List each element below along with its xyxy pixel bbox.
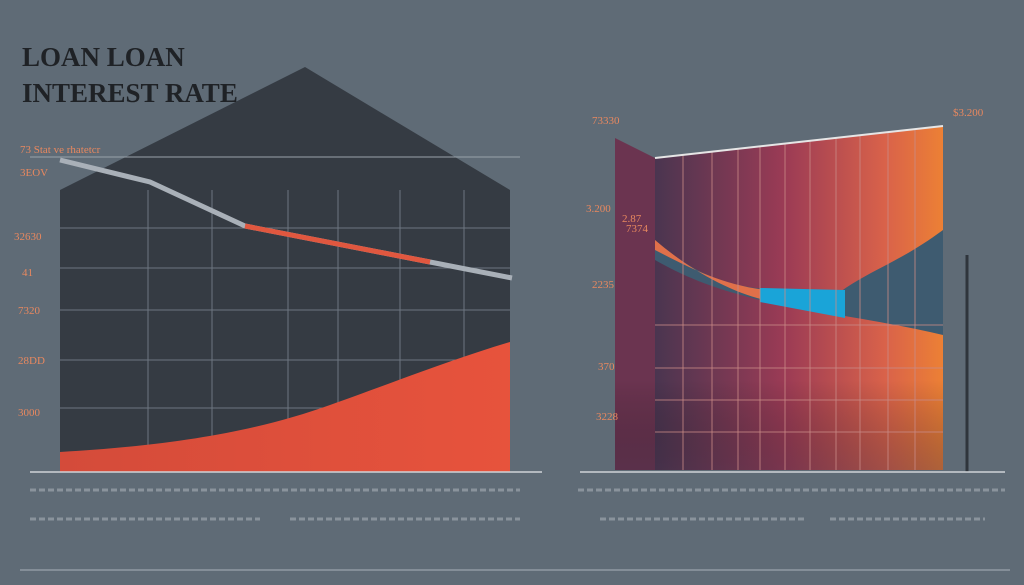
- label: 3.200: [586, 203, 611, 215]
- top-edge: [654, 125, 944, 159]
- label: 7320: [18, 305, 41, 317]
- right-grid: [655, 129, 943, 470]
- label: 3228: [596, 411, 619, 423]
- title-line2: INTEREST RATE: [22, 78, 238, 108]
- band-dark: [655, 230, 943, 335]
- title-line1: LOAN LOAN: [22, 42, 185, 72]
- footer-filler: [30, 488, 1005, 521]
- label: $3.200: [953, 107, 984, 119]
- label: 3000: [18, 407, 41, 419]
- label: 2.87: [622, 213, 642, 225]
- label: 41: [22, 267, 33, 279]
- band-blue: [760, 288, 845, 318]
- label: 2235: [592, 279, 615, 291]
- label: 7374: [626, 223, 649, 235]
- shade: [615, 380, 943, 470]
- label: 73330: [592, 115, 620, 127]
- label: 28DD: [18, 355, 45, 367]
- left-panel: [60, 67, 510, 472]
- trend-highlight: [244, 223, 431, 265]
- label: 370: [598, 361, 615, 373]
- label: 32630: [14, 231, 42, 243]
- area: [60, 342, 510, 472]
- label: 3EOV: [20, 167, 48, 179]
- legend: 73 Stat ve rhatetcr: [20, 144, 101, 156]
